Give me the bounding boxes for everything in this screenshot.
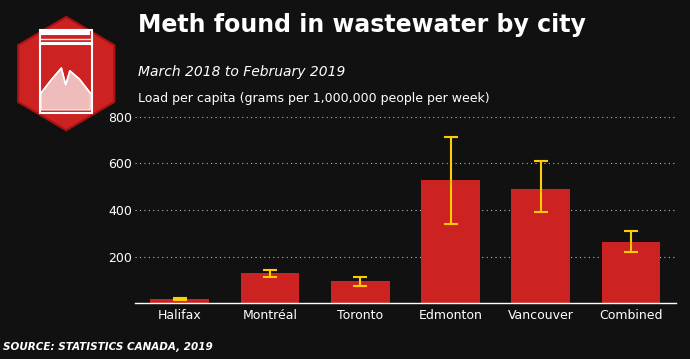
Bar	[331, 281, 390, 303]
Bar	[241, 273, 299, 303]
Polygon shape	[18, 17, 115, 130]
Text: Meth found in wastewater by city: Meth found in wastewater by city	[138, 13, 586, 37]
Bar	[39, 30, 92, 44]
Bar	[150, 299, 209, 303]
Bar	[39, 43, 92, 113]
Bar	[421, 180, 480, 303]
Text: March 2018 to February 2019: March 2018 to February 2019	[138, 65, 346, 79]
Bar	[602, 242, 660, 303]
Text: SOURCE: STATISTICS CANADA, 2019: SOURCE: STATISTICS CANADA, 2019	[3, 342, 213, 352]
Polygon shape	[41, 68, 90, 110]
Bar	[511, 189, 570, 303]
Text: Load per capita (grams per 1,000,000 people per week): Load per capita (grams per 1,000,000 peo…	[138, 92, 490, 104]
